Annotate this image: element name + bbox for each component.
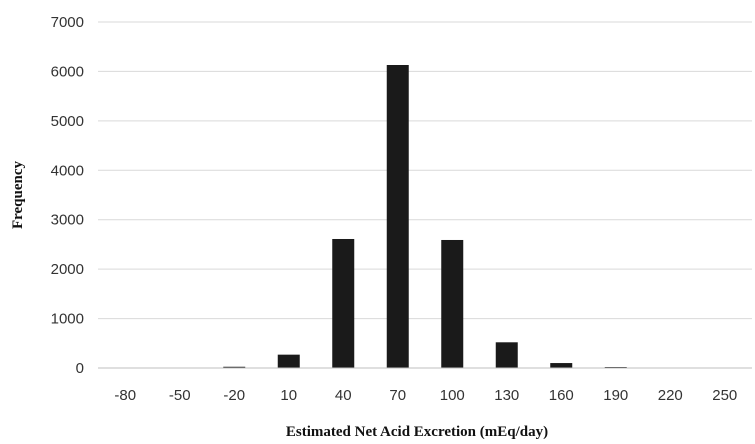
bar <box>223 366 246 368</box>
bar <box>441 239 464 368</box>
y-tick-label: 2000 <box>51 261 84 278</box>
y-tick-label: 1000 <box>51 311 84 328</box>
x-tick-label: 190 <box>603 387 628 404</box>
y-tick-label: 3000 <box>51 212 84 229</box>
y-tick-label: 5000 <box>51 113 84 130</box>
y-tick-labels: 0 1000 2000 3000 4000 5000 6000 7000 <box>51 14 84 377</box>
bars <box>114 65 736 368</box>
x-tick-labels: -80 -50 -20 10 40 70 100 130 160 190 220 250 <box>114 387 737 404</box>
x-tick-label: 220 <box>658 387 683 404</box>
bar <box>332 238 355 368</box>
x-axis-title: Estimated Net Acid Excretion (mEq/day) <box>286 424 548 440</box>
bar <box>550 363 573 368</box>
x-tick-label: -80 <box>114 387 136 404</box>
bar <box>386 65 409 368</box>
x-tick-label: 250 <box>712 387 737 404</box>
y-tick-label: 6000 <box>51 63 84 80</box>
y-tick-label: 4000 <box>51 162 84 179</box>
x-tick-label: -50 <box>169 387 191 404</box>
x-tick-label: 100 <box>440 387 465 404</box>
x-tick-label: 160 <box>549 387 574 404</box>
x-tick-label: 40 <box>335 387 352 404</box>
y-tick-label: 0 <box>76 360 84 377</box>
gridlines <box>98 21 752 320</box>
x-tick-label: 70 <box>389 387 406 404</box>
y-tick-label: 7000 <box>51 14 84 31</box>
y-axis-title: Frequency <box>10 160 26 229</box>
bar <box>277 354 300 368</box>
x-tick-label: 130 <box>494 387 519 404</box>
bar <box>495 342 518 368</box>
x-tick-label: 10 <box>280 387 297 404</box>
x-tick-label: -20 <box>223 387 245 404</box>
